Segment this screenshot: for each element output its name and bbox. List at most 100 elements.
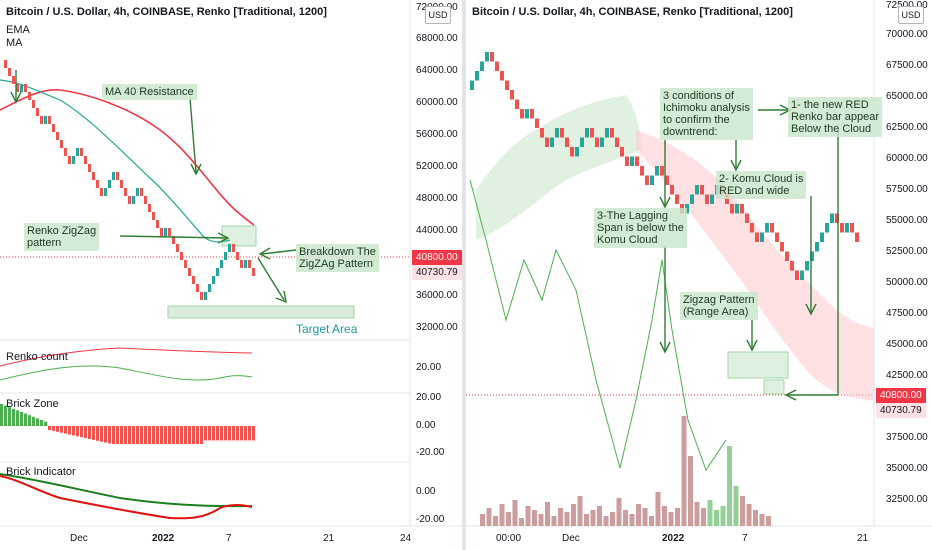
renko-brick-down <box>156 220 159 228</box>
volume-bar <box>538 514 544 526</box>
brick-zone-bar-down <box>92 426 95 440</box>
renko-brick-down <box>540 128 544 138</box>
renko-brick-up <box>655 166 659 176</box>
brick-zone-bar-down <box>228 426 231 441</box>
renko-brick-up <box>825 223 829 233</box>
time-axis-label: Dec <box>70 533 88 544</box>
annotation-arrows <box>659 104 839 401</box>
renko-brick-down <box>36 108 39 116</box>
left-renko-bricks <box>4 60 255 300</box>
brick-zone-bar-up <box>16 410 19 426</box>
brick-zone-bar-down <box>132 426 135 444</box>
volume-bar <box>486 508 492 526</box>
renko-brick-up <box>212 276 215 284</box>
renko-brick-down <box>236 252 239 260</box>
brick-zone-bar-down <box>172 426 175 444</box>
brick-zone-bar-down <box>164 426 167 444</box>
price-axis-label: 32500.00 <box>886 494 928 505</box>
renko-brick-down <box>184 260 187 268</box>
brick-zone-bar-down <box>160 426 163 444</box>
brick-zone-bar-down <box>192 426 195 444</box>
brick-zone-bar-down <box>140 426 143 444</box>
panel-divider[interactable] <box>462 0 466 550</box>
renko-brick-down <box>92 172 95 180</box>
renko-brick-up <box>132 196 135 204</box>
renko-brick-up <box>605 128 609 138</box>
time-axis-label: 7 <box>742 533 748 544</box>
ma-line <box>0 89 255 226</box>
volume-histogram <box>480 416 771 526</box>
lagging-span-note: 3-The Lagging Span is below the Komu Clo… <box>594 208 687 248</box>
renko-brick-down <box>775 232 779 242</box>
right-chart-panel[interactable]: 72500.00 70000.00 67500.00 65000.00 6250… <box>466 0 932 550</box>
ichimoku-conditions-note: 3 conditions of Ichimoku analysis to con… <box>660 88 753 140</box>
renko-brick-down <box>740 204 744 214</box>
price-axis-label: 50000.00 <box>886 277 928 288</box>
volume-bar <box>668 512 674 526</box>
brick-zone-bar-down <box>88 426 91 439</box>
pane-axis-label: 20.00 <box>416 362 441 373</box>
price-axis-label: 68000.00 <box>416 33 458 44</box>
renko-brick-down <box>148 204 151 212</box>
price-axis-label: 36000.00 <box>416 290 458 301</box>
time-axis-label: 7 <box>226 533 232 544</box>
volume-bar <box>714 510 719 526</box>
volume-bar <box>746 504 752 526</box>
ma-legend[interactable]: MA <box>6 37 23 49</box>
volume-bar <box>636 504 641 526</box>
volume-bar <box>655 492 661 526</box>
renko-brick-down <box>755 232 759 242</box>
ema-legend[interactable]: EMA <box>6 24 30 36</box>
renko-brick-down <box>232 244 235 252</box>
renko-brick-up <box>525 109 529 119</box>
renko-brick-up <box>164 228 167 236</box>
renko-brick-down <box>515 99 519 109</box>
volume-bar <box>649 516 654 526</box>
brick-zone-bar-down <box>56 426 59 432</box>
volume-bar <box>519 518 524 526</box>
brick-zone-bar-down <box>48 426 51 430</box>
renko-brick-down <box>96 180 99 188</box>
volume-bar <box>525 506 531 526</box>
brick-zone-bar-down <box>196 426 199 444</box>
renko-brick-up <box>710 194 714 204</box>
brick-zone-bar-down <box>232 426 235 441</box>
brick-indicator-green-line <box>0 473 253 508</box>
price-axis-label: 60000.00 <box>886 153 928 164</box>
volume-bar <box>499 504 505 526</box>
renko-brick-down <box>8 68 11 76</box>
renko-brick-down <box>64 148 67 156</box>
renko-brick-down <box>80 148 83 156</box>
price-axis-label: 57500.00 <box>886 184 928 195</box>
left-chart-canvas[interactable]: 72000.00 68000.00 64000.00 60000.00 5600… <box>0 0 462 550</box>
renko-brick-down <box>705 194 709 204</box>
renko-brick-down <box>635 156 639 166</box>
brick-zone-bar-down <box>96 426 99 441</box>
renko-brick-up <box>650 175 654 185</box>
brick-zone-bar-down <box>64 426 67 434</box>
brick-zone-bar-up <box>44 421 47 426</box>
price-axis-label: 47500.00 <box>886 308 928 319</box>
brick-zone-bar-down <box>176 426 179 444</box>
brick-zone-bar-up <box>32 416 35 426</box>
brick-indicator-label: Brick Indicator <box>6 466 76 478</box>
volume-bar <box>564 512 570 526</box>
right-chart-canvas[interactable]: 72500.00 70000.00 67500.00 65000.00 6250… <box>466 0 932 550</box>
renko-brick-up <box>228 244 231 252</box>
volume-bar <box>759 514 765 526</box>
left-chart-panel[interactable]: 72000.00 68000.00 64000.00 60000.00 5600… <box>0 0 462 550</box>
renko-brick-down <box>248 260 251 268</box>
renko-brick-down <box>665 175 669 185</box>
time-axis-label: 21 <box>323 533 335 544</box>
renko-brick-down <box>670 185 674 195</box>
renko-brick-up <box>216 268 219 276</box>
target-area-label: Target Area <box>296 322 358 336</box>
volume-bar <box>558 508 563 526</box>
price-axis-label: 55000.00 <box>886 215 928 226</box>
renko-brick-up <box>108 180 111 188</box>
renko-count-red-line <box>0 347 253 367</box>
renko-brick-down <box>660 166 664 176</box>
currency-badge[interactable]: USD <box>898 6 924 24</box>
time-axis-label: Dec <box>562 533 580 544</box>
currency-badge[interactable]: USD <box>425 6 451 24</box>
